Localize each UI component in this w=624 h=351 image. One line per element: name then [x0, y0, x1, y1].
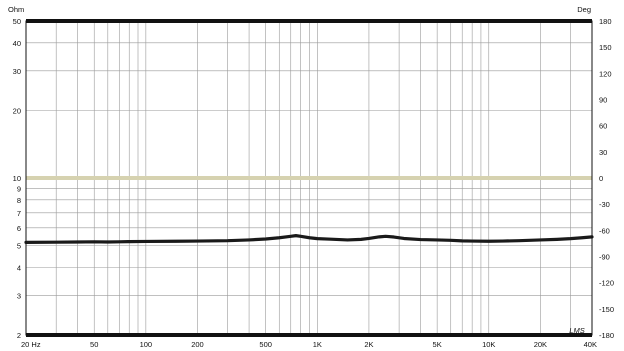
x-tick-label: 100	[140, 340, 153, 349]
x-tick-label: 500	[259, 340, 272, 349]
left-tick-label: 50	[13, 17, 21, 26]
left-tick-label: 4	[17, 263, 21, 272]
right-tick-label: 90	[599, 96, 607, 105]
left-tick-label: 30	[13, 67, 21, 76]
impedance-curve	[24, 234, 594, 244]
left-tick-label: 10	[13, 174, 21, 183]
left-tick-label: 5	[17, 242, 21, 251]
right-tick-label: -120	[599, 279, 614, 288]
lms-logo: LMS	[569, 326, 584, 335]
left-tick-label: 2	[17, 331, 21, 340]
left-tick-label: 20	[13, 106, 21, 115]
left-tick-label: 8	[17, 196, 21, 205]
x-tick-label: 200	[191, 340, 204, 349]
left-tick-label: 40	[13, 39, 21, 48]
x-tick-label: 5K	[433, 340, 442, 349]
right-tick-label: -30	[599, 200, 610, 209]
left-tick-label: 7	[17, 209, 21, 218]
right-tick-label: 0	[599, 174, 603, 183]
x-tick-label: 20 Hz	[21, 340, 41, 349]
right-axis-unit: Deg	[577, 5, 591, 14]
left-tick-label: 9	[17, 184, 21, 193]
x-tick-label: 40K	[584, 340, 597, 349]
left-tick-label: 6	[17, 224, 21, 233]
axis-labels: Ohm Deg 2 3 4 5 6 7 8 910 20 30 40 50 180 150 120 90 60 3…	[8, 5, 614, 349]
left-tick-label: 3	[17, 291, 21, 300]
right-tick-label: 180	[599, 17, 612, 26]
right-tick-label: -150	[599, 305, 614, 314]
x-tick-label: 1K	[313, 340, 322, 349]
right-tick-label: -60	[599, 226, 610, 235]
right-tick-label: -90	[599, 253, 610, 262]
right-tick-label: 120	[599, 69, 612, 78]
right-tick-label: -180	[599, 331, 614, 340]
x-tick-label: 50	[90, 340, 98, 349]
plot-frame	[25, 19, 593, 337]
x-tick-label: 20K	[534, 340, 547, 349]
x-tick-label: 10K	[482, 340, 495, 349]
x-tick-label: 2K	[364, 340, 373, 349]
left-axis-unit: Ohm	[8, 5, 24, 14]
right-tick-label: 30	[599, 148, 607, 157]
right-tick-label: 150	[599, 43, 612, 52]
right-tick-label: 60	[599, 122, 607, 131]
curve-layer	[24, 234, 594, 244]
